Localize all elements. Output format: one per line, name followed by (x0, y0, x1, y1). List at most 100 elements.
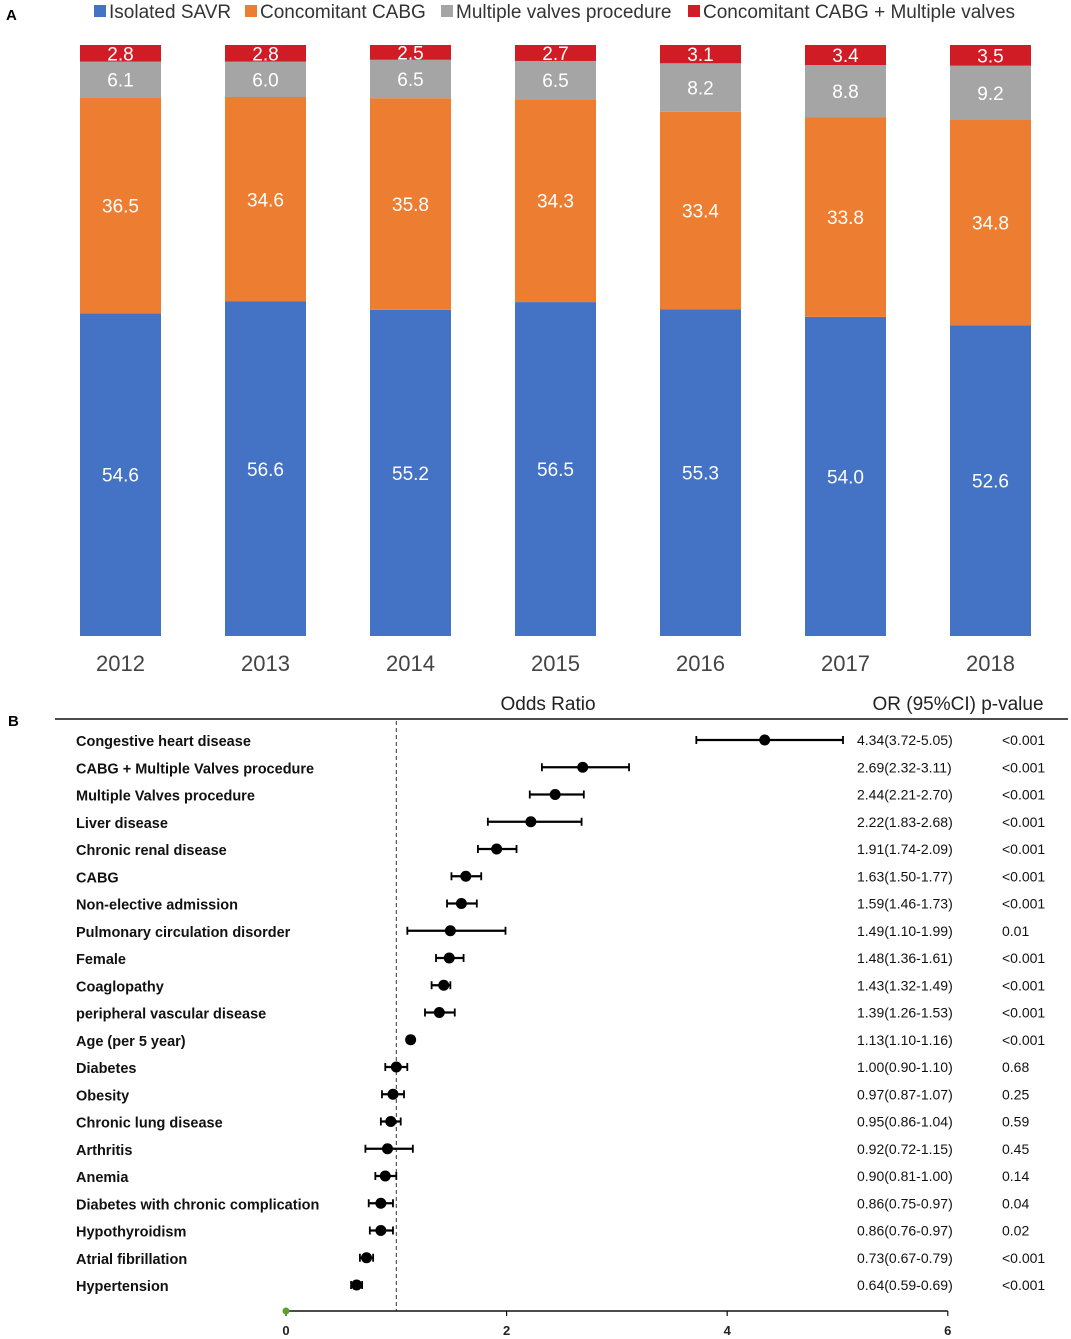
data-label-isolated-savr-2015: 56.5 (537, 460, 574, 481)
row-label-multiple-valves-procedure: Multiple Valves procedure (76, 789, 255, 805)
or-ci-text-atrial-fibrillation: 0.73(0.67-0.79) (857, 1250, 953, 1266)
or-point-diabetes (390, 1061, 402, 1073)
or-point-hypertension (351, 1279, 363, 1291)
bar-segment-concomitant-cabg-2015 (515, 99, 596, 303)
or-point-cabg-multiple-valves-procedure (577, 761, 589, 773)
data-label-concomitant-cabg-multiple-valves-2018: 3.5 (977, 46, 1003, 67)
panel-b-label: B (8, 713, 19, 730)
bar-segment-multiple-valves-procedure-2018 (950, 65, 1031, 120)
data-label-concomitant-cabg-multiple-valves-2017: 3.4 (832, 46, 859, 67)
or-ci-text-cabg: 1.63(1.50-1.77) (857, 868, 953, 884)
or-ci-text-non-elective-admission: 1.59(1.46-1.73) (857, 896, 953, 912)
data-label-concomitant-cabg-2012: 36.5 (102, 196, 139, 217)
x-tick-label-2015: 2015 (531, 651, 580, 676)
data-label-multiple-valves-procedure-2017: 8.8 (832, 82, 858, 103)
row-label-atrial-fibrillation: Atrial fibrillation (76, 1252, 187, 1268)
stacked-bar-chart: 54.6 36.5 6.1 2.8 2012 56.6 34.6 6.0 2.8 2013 55.2… (80, 43, 1031, 676)
data-label-isolated-savr-2012: 54.6 (102, 466, 139, 487)
row-label-cabg: CABG (76, 870, 119, 886)
row-label-diabetes-with-chronic-complication: Diabetes with chronic complication (76, 1197, 319, 1213)
or-ci-text-female: 1.48(1.36-1.61) (857, 950, 953, 966)
legend-swatch-isolated-savr (94, 5, 106, 17)
bar-chart-legend: Isolated SAVR Concomitant CABG Multiple va… (94, 2, 1015, 23)
bar-segment-isolated-savr-2015 (515, 302, 596, 636)
or-point-arthritis (381, 1143, 393, 1155)
bar-segment-concomitant-cabg-multiple-valves-2013 (225, 45, 306, 62)
p-value-multiple-valves-procedure: <0.001 (1002, 787, 1045, 803)
data-label-concomitant-cabg-multiple-valves-2014: 2.5 (397, 43, 423, 64)
or-point-chronic-lung-disease (385, 1116, 397, 1127)
row-label-liver-disease: Liver disease (76, 816, 168, 832)
or-point-peripheral-vascular-disease (433, 1007, 445, 1018)
row-label-age-per-5-year: Age (per 5 year) (76, 1034, 186, 1050)
row-label-congestive-heart-disease: Congestive heart disease (76, 734, 251, 750)
bar-segment-concomitant-cabg-2013 (225, 97, 306, 302)
or-point-obesity (387, 1088, 399, 1100)
data-label-multiple-valves-procedure-2018: 9.2 (977, 84, 1003, 105)
x-tick-label-2018: 2018 (966, 651, 1015, 676)
x-tick-label-0: 0 (282, 1323, 289, 1338)
data-label-multiple-valves-procedure-2014: 6.5 (397, 70, 423, 91)
p-value-female: <0.001 (1002, 950, 1045, 966)
forest-table-header: OR (95%CI) p-value (872, 694, 1043, 715)
bar-segment-concomitant-cabg-2018 (950, 119, 1031, 326)
or-point-hypothyroidism (375, 1225, 387, 1236)
data-label-concomitant-cabg-2015: 34.3 (537, 192, 574, 213)
p-value-obesity: 0.25 (1002, 1086, 1029, 1102)
bar-segment-multiple-valves-procedure-2016 (660, 63, 741, 112)
row-label-coaglopathy: Coaglopathy (76, 979, 164, 995)
x-tick-label-2013: 2013 (241, 651, 290, 676)
bar-segment-concomitant-cabg-multiple-valves-2016 (660, 45, 741, 64)
row-label-chronic-lung-disease: Chronic lung disease (76, 1116, 223, 1132)
axis-origin-marker (282, 1307, 290, 1315)
p-value-pulmonary-circulation-disorder: 0.01 (1002, 923, 1029, 939)
row-label-hypertension: Hypertension (76, 1279, 169, 1295)
panel-a-label: A (6, 7, 17, 24)
p-value-chronic-lung-disease: 0.59 (1002, 1114, 1029, 1130)
or-point-coaglopathy (438, 979, 450, 991)
or-point-multiple-valves-procedure (549, 789, 561, 800)
or-ci-text-diabetes: 1.00(0.90-1.10) (857, 1059, 953, 1075)
p-value-non-elective-admission: <0.001 (1002, 896, 1045, 912)
or-ci-text-age-per-5-year: 1.13(1.10-1.16) (857, 1032, 953, 1048)
bar-segment-isolated-savr-2017 (805, 316, 886, 636)
forest-plot: 0 2 4 6 Congestive heart disease 4.34(3.72-5.… (76, 721, 1045, 1338)
x-tick-label-2017: 2017 (821, 651, 870, 676)
bar-segment-concomitant-cabg-multiple-valves-2015 (515, 45, 596, 61)
data-label-concomitant-cabg-multiple-valves-2013: 2.8 (252, 44, 278, 65)
or-ci-text-peripheral-vascular-disease: 1.39(1.26-1.53) (857, 1005, 953, 1021)
row-label-pulmonary-circulation-disorder: Pulmonary circulation disorder (76, 925, 291, 941)
bar-segment-multiple-valves-procedure-2014 (370, 59, 451, 99)
x-tick-label-4: 4 (724, 1323, 732, 1338)
data-label-concomitant-cabg-multiple-valves-2016: 3.1 (687, 45, 713, 66)
row-label-non-elective-admission: Non-elective admission (76, 898, 238, 914)
x-tick-label-2014: 2014 (386, 651, 435, 676)
data-label-isolated-savr-2017: 54.0 (827, 467, 864, 488)
legend-label-concomitant-cabg: Concomitant CABG (260, 2, 426, 23)
legend-label-concomitant-cabg-multiple-valves: Concomitant CABG + Multiple valves (703, 2, 1015, 23)
data-label-multiple-valves-procedure-2012: 6.1 (107, 71, 133, 92)
or-point-congestive-heart-disease (759, 734, 771, 746)
or-point-cabg (460, 870, 472, 882)
row-label-female: Female (76, 952, 126, 968)
x-tick-label-2: 2 (503, 1323, 510, 1338)
data-label-concomitant-cabg-2014: 35.8 (392, 195, 429, 216)
p-value-arthritis: 0.45 (1002, 1141, 1029, 1157)
legend-swatch-concomitant-cabg-multiple-valves (688, 5, 700, 17)
data-label-isolated-savr-2014: 55.2 (392, 464, 429, 485)
data-label-concomitant-cabg-2017: 33.8 (827, 208, 864, 229)
p-value-coaglopathy: <0.001 (1002, 977, 1045, 993)
legend-swatch-multiple-valves-procedure (441, 5, 453, 17)
bar-segment-concomitant-cabg-multiple-valves-2012 (80, 45, 161, 62)
p-value-peripheral-vascular-disease: <0.001 (1002, 1005, 1045, 1021)
bar-segment-multiple-valves-procedure-2017 (805, 65, 886, 118)
data-label-concomitant-cabg-multiple-valves-2015: 2.7 (542, 44, 568, 65)
or-point-anemia (379, 1170, 391, 1182)
bar-segment-isolated-savr-2018 (950, 325, 1031, 636)
bar-segment-isolated-savr-2016 (660, 309, 741, 636)
row-label-obesity: Obesity (76, 1088, 129, 1104)
or-ci-text-coaglopathy: 1.43(1.32-1.49) (857, 977, 953, 993)
x-tick-label-6: 6 (944, 1323, 951, 1338)
forest-title: Odds Ratio (500, 694, 595, 715)
or-ci-text-diabetes-with-chronic-complication: 0.86(0.75-0.97) (857, 1195, 953, 1211)
